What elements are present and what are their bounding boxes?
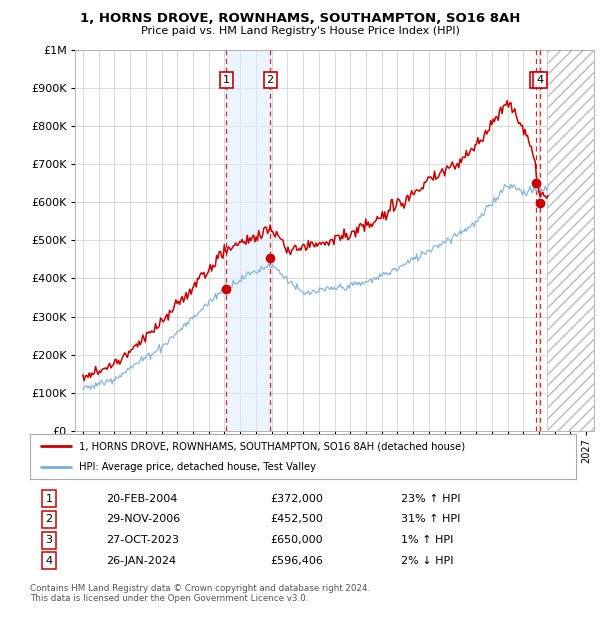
Text: 1, HORNS DROVE, ROWNHAMS, SOUTHAMPTON, SO16 8AH: 1, HORNS DROVE, ROWNHAMS, SOUTHAMPTON, S… — [80, 12, 520, 25]
Text: 2: 2 — [46, 515, 53, 525]
Text: 2% ↓ HPI: 2% ↓ HPI — [401, 556, 454, 566]
Text: 23% ↑ HPI: 23% ↑ HPI — [401, 494, 461, 503]
Text: 27-OCT-2023: 27-OCT-2023 — [106, 535, 179, 545]
Text: 2: 2 — [266, 75, 274, 85]
Text: HPI: Average price, detached house, Test Valley: HPI: Average price, detached house, Test… — [79, 462, 316, 472]
Text: 1, HORNS DROVE, ROWNHAMS, SOUTHAMPTON, SO16 8AH (detached house): 1, HORNS DROVE, ROWNHAMS, SOUTHAMPTON, S… — [79, 441, 465, 451]
Text: £650,000: £650,000 — [270, 535, 323, 545]
Text: 26-JAN-2024: 26-JAN-2024 — [106, 556, 176, 566]
Text: 31% ↑ HPI: 31% ↑ HPI — [401, 515, 461, 525]
Text: 1: 1 — [46, 494, 53, 503]
Text: Contains HM Land Registry data © Crown copyright and database right 2024.
This d: Contains HM Land Registry data © Crown c… — [30, 584, 370, 603]
Bar — [547, 50, 594, 431]
Text: 1: 1 — [223, 75, 230, 85]
Text: Price paid vs. HM Land Registry's House Price Index (HPI): Price paid vs. HM Land Registry's House … — [140, 26, 460, 36]
Text: £372,000: £372,000 — [270, 494, 323, 503]
Text: 4: 4 — [46, 556, 53, 566]
Text: £596,406: £596,406 — [270, 556, 323, 566]
Bar — [226, 50, 270, 431]
Text: 3: 3 — [46, 535, 53, 545]
Bar — [547, 50, 594, 431]
Text: £452,500: £452,500 — [270, 515, 323, 525]
Text: 3: 3 — [533, 75, 539, 85]
Text: 4: 4 — [536, 75, 544, 85]
Text: 1% ↑ HPI: 1% ↑ HPI — [401, 535, 454, 545]
Text: 20-FEB-2004: 20-FEB-2004 — [106, 494, 178, 503]
Text: 29-NOV-2006: 29-NOV-2006 — [106, 515, 181, 525]
